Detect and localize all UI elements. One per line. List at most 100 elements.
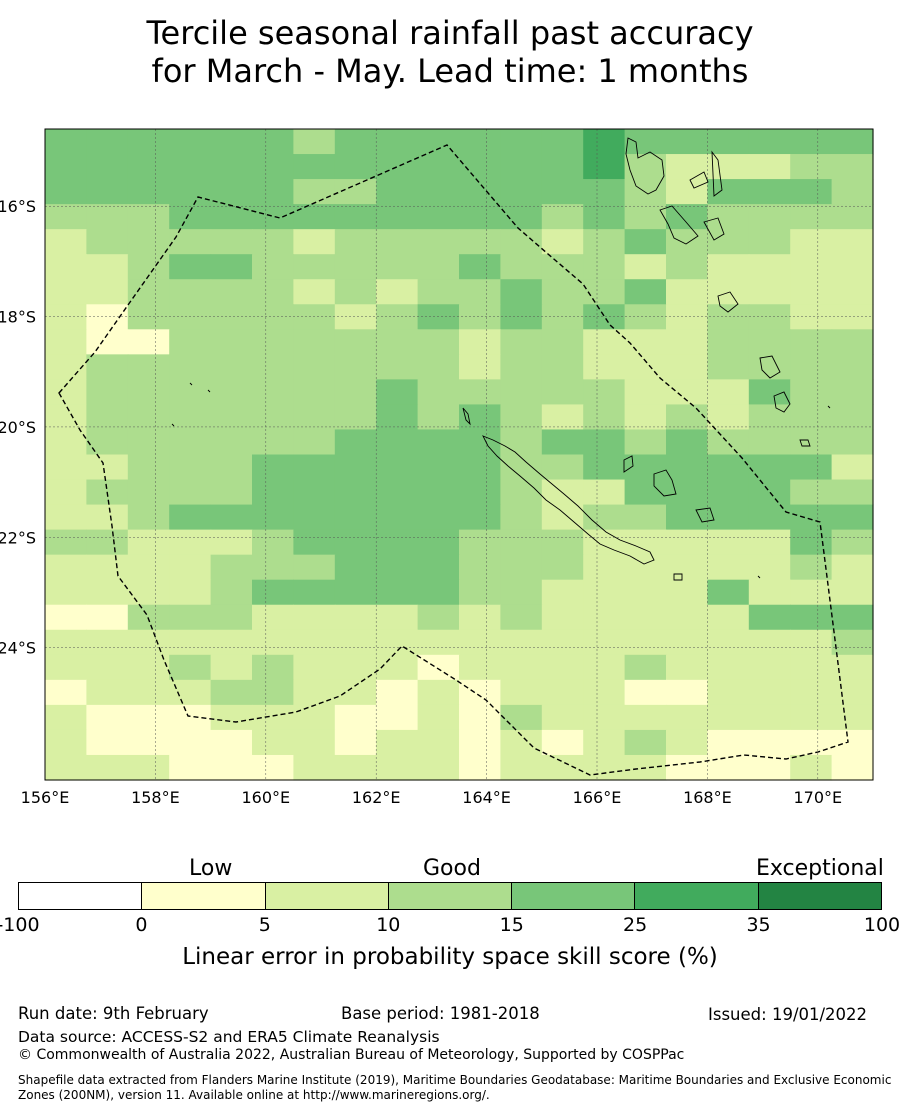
skill-cell (252, 504, 294, 531)
colorbar-tick-label: 5 (258, 914, 271, 936)
skill-cell (210, 604, 253, 631)
skill-cell (252, 579, 294, 606)
skill-cell (748, 554, 791, 581)
skill-cell (376, 129, 419, 155)
skill-cell (252, 554, 294, 581)
skill-cell (417, 679, 460, 706)
skill-cell (376, 204, 419, 230)
skill-cell (500, 354, 543, 380)
skill-cell (252, 229, 294, 255)
skill-cell (45, 729, 87, 756)
skill-cell (707, 654, 750, 681)
skill-cell (252, 129, 294, 155)
skill-cell (252, 679, 294, 706)
skill-cell (707, 379, 750, 406)
skill-cell (790, 679, 833, 706)
lon-tick-label: 166°E (573, 788, 622, 807)
skill-cell (252, 479, 294, 506)
skill-cell (748, 454, 791, 481)
skill-cell (707, 729, 750, 756)
skill-cell (293, 529, 336, 556)
data-source: Data source: ACCESS-S2 and ERA5 Climate … (18, 1028, 440, 1046)
skill-cell (583, 154, 626, 180)
skill-cell (541, 354, 584, 380)
skill-cell (45, 529, 87, 556)
skill-cell (334, 629, 377, 656)
skill-cell (831, 679, 874, 706)
skill-cell (707, 579, 750, 606)
skill-cell (127, 679, 170, 706)
skill-cell (541, 504, 584, 531)
skill-cell (252, 729, 294, 756)
skill-cell (376, 254, 419, 280)
skill-cell (831, 629, 874, 656)
skill-cell (831, 179, 874, 205)
skill-cell (666, 579, 708, 606)
skill-cell (210, 504, 253, 531)
skill-cell (86, 454, 129, 481)
skill-cell (45, 629, 87, 656)
skill-cell (127, 429, 170, 456)
skill-cell (500, 554, 543, 581)
skill-cell (707, 754, 750, 781)
skill-cell (45, 429, 87, 456)
skill-cell (541, 179, 584, 205)
lon-tick-label: 158°E (131, 788, 180, 807)
skill-cell (293, 754, 336, 781)
skill-cell (86, 754, 129, 781)
skill-cell (293, 154, 336, 180)
skill-cell (210, 679, 253, 706)
skill-cell (748, 729, 791, 756)
skill-cell (376, 479, 419, 506)
skill-cell (210, 729, 253, 756)
skill-cell (748, 304, 791, 330)
skill-cell (583, 504, 626, 531)
skill-cell (86, 704, 129, 731)
skill-cell (127, 304, 170, 330)
skill-cell (169, 329, 212, 355)
skill-cell (666, 429, 708, 456)
skill-cell (334, 454, 377, 481)
skill-cell (417, 504, 460, 531)
skill-cell (293, 554, 336, 581)
skill-cell (583, 204, 626, 230)
skill-cell (169, 204, 212, 230)
skill-cell (210, 179, 253, 205)
skill-cell (169, 304, 212, 330)
skill-cell (459, 629, 501, 656)
skill-cell (500, 629, 543, 656)
skill-cell (666, 279, 708, 305)
skill-cell (210, 429, 253, 456)
skill-cell (707, 279, 750, 305)
skill-cell (86, 554, 129, 581)
skill-cell (748, 754, 791, 781)
skill-cell (500, 304, 543, 330)
skill-cell (45, 304, 87, 330)
skill-cell (624, 254, 667, 280)
skill-cell (790, 529, 833, 556)
skill-cell (376, 379, 419, 406)
skill-cell (127, 354, 170, 380)
skill-cell (334, 179, 377, 205)
skill-cell (748, 679, 791, 706)
skill-cell (293, 579, 336, 606)
skill-cell (583, 704, 626, 731)
skill-cell (127, 379, 170, 406)
skill-cell (45, 454, 87, 481)
category-low: Low (189, 856, 233, 881)
skill-cell (376, 504, 419, 531)
skill-cell (748, 229, 791, 255)
colorbar-tick-label: 15 (499, 914, 524, 936)
skill-cell (417, 479, 460, 506)
skill-cell (293, 354, 336, 380)
skill-cell (748, 629, 791, 656)
skill-cell (500, 654, 543, 681)
skill-cell (500, 529, 543, 556)
issued-date: Issued: 19/01/2022 (708, 1005, 868, 1024)
skill-cell (666, 179, 708, 205)
skill-cell (790, 504, 833, 531)
skill-cell (252, 454, 294, 481)
skill-cell (541, 679, 584, 706)
skill-cell (417, 279, 460, 305)
skill-cell (790, 304, 833, 330)
